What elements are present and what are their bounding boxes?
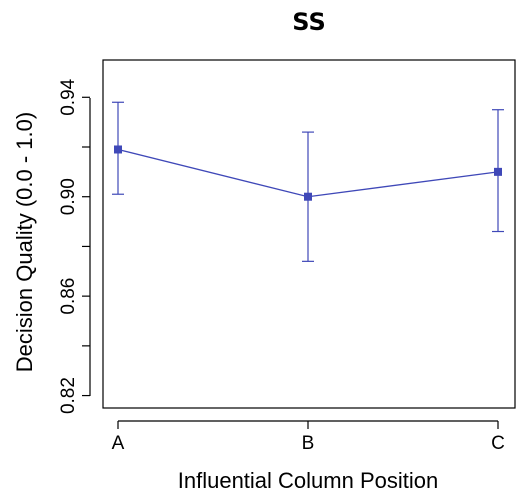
data-point [494, 167, 502, 176]
series-layer [112, 101, 504, 262]
y-axis: 0.82 0.86 0.90 0.94 [58, 78, 91, 414]
y-tick-label: 0.82 [58, 377, 79, 414]
y-tick-label: 0.86 [58, 278, 79, 315]
y-tick-label: 0.90 [58, 178, 79, 215]
data-point [304, 192, 312, 201]
x-axis: A B C [112, 420, 505, 454]
plot-frame [102, 59, 516, 409]
x-tick-label: C [491, 433, 505, 454]
x-axis-label: Influential Column Position [178, 468, 438, 493]
x-tick-label: B [302, 433, 315, 454]
x-tick-label: A [112, 433, 125, 454]
y-tick-label: 0.94 [58, 78, 79, 115]
data-point [114, 145, 122, 154]
y-axis-label: Decision Quality (0.0 - 1.0) [12, 112, 37, 372]
chart-title: SS [292, 8, 326, 36]
